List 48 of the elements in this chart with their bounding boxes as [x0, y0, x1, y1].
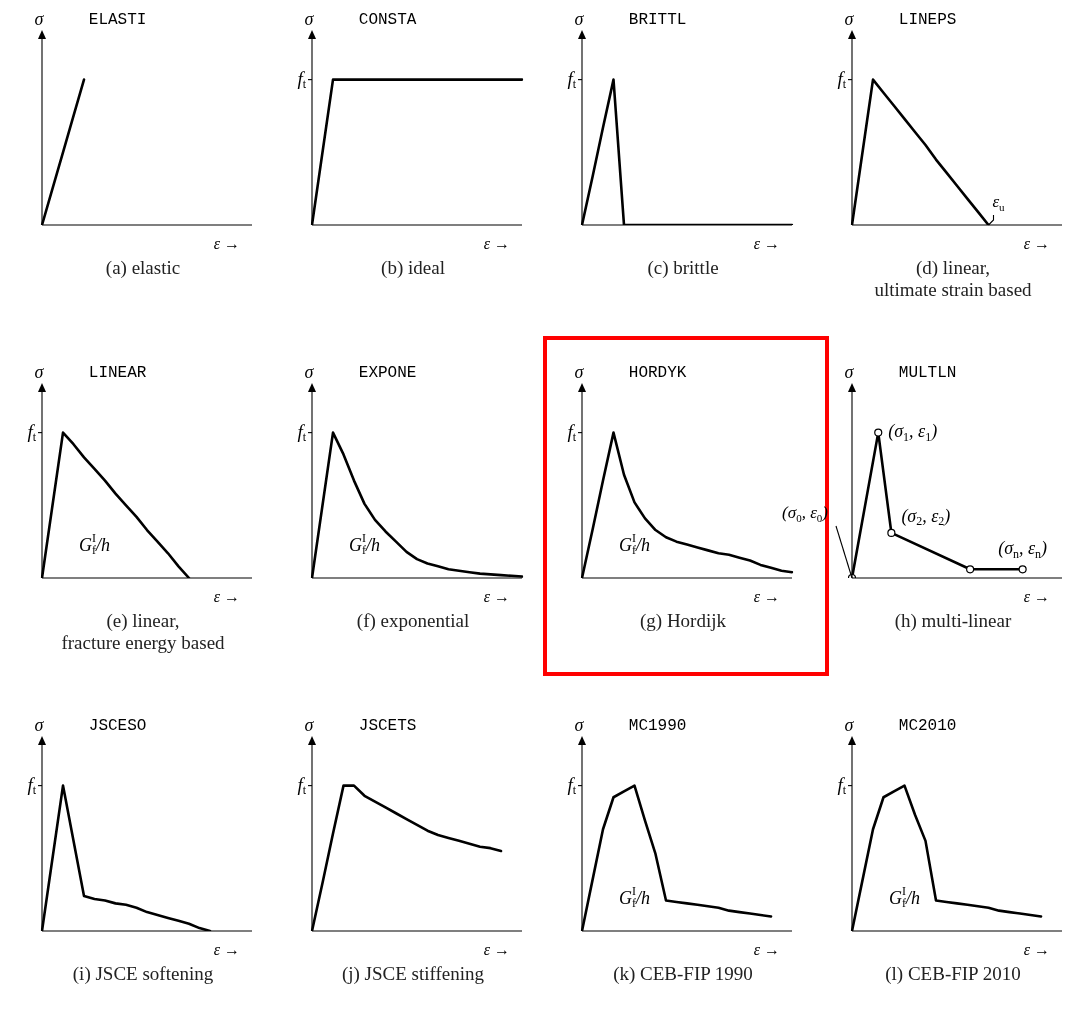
text: (g) Hordijk: [639, 610, 727, 632]
x-axis-title: ε →: [483, 235, 511, 253]
text: (d) linear, ultimate strain based: [873, 257, 1033, 301]
chart-title: JSCESO: [88, 717, 147, 736]
y-axis-title: σ: [844, 8, 855, 29]
x-axis-title: ε →: [213, 588, 241, 606]
chart-title: LINEPS: [898, 11, 957, 30]
x-axis-title: ε →: [753, 941, 781, 959]
chart-title: ELASTI: [88, 11, 147, 30]
text: (c) brittle: [646, 257, 720, 279]
text: (h) multi-linear: [893, 610, 1013, 632]
x-axis-title: ε →: [483, 588, 511, 606]
y-axis-title: σ: [34, 8, 45, 29]
x-axis-title: ε →: [753, 235, 781, 253]
y-axis-title: σ: [304, 8, 315, 29]
chart-title: CONSTA: [358, 11, 417, 30]
y-axis-title: σ: [574, 361, 585, 382]
x-axis-title: ε →: [213, 941, 241, 959]
y-axis-title: σ: [34, 361, 45, 382]
chart-title: MULTLN: [898, 364, 957, 383]
chart-title: LINEAR: [88, 364, 147, 383]
chart-title: EXPONE: [358, 364, 417, 383]
chart-title: JSCETS: [358, 717, 417, 736]
text: (k) CEB-FIP 1990: [612, 963, 754, 985]
chart-title: HORDYK: [628, 364, 687, 383]
y-axis-title: σ: [304, 714, 315, 735]
text: (l) CEB-FIP 2010: [884, 963, 1022, 985]
y-axis-title: σ: [34, 714, 45, 735]
chart-title: MC2010: [898, 717, 957, 736]
text: (i) JSCE softening: [71, 963, 215, 985]
x-axis-title: ε →: [753, 588, 781, 606]
x-axis-title: ε →: [483, 941, 511, 959]
x-axis-title: ε →: [1023, 588, 1051, 606]
x-axis-title: ε →: [213, 235, 241, 253]
y-axis-title: σ: [304, 361, 315, 382]
y-axis-title: σ: [844, 714, 855, 735]
text: (b) ideal: [380, 257, 446, 279]
x-axis-title: ε →: [1023, 235, 1051, 253]
y-axis-title: σ: [844, 361, 855, 382]
text: (e) linear, fracture energy based: [60, 610, 226, 654]
y-axis-title: σ: [574, 8, 585, 29]
text: (f) exponential: [355, 610, 471, 632]
x-axis-title: ε →: [1023, 941, 1051, 959]
text: (j) JSCE stiffening: [340, 963, 486, 985]
text: (a) elastic: [104, 257, 182, 279]
chart-title: MC1990: [628, 717, 687, 736]
chart-title: BRITTL: [628, 11, 687, 30]
y-axis-title: σ: [574, 714, 585, 735]
